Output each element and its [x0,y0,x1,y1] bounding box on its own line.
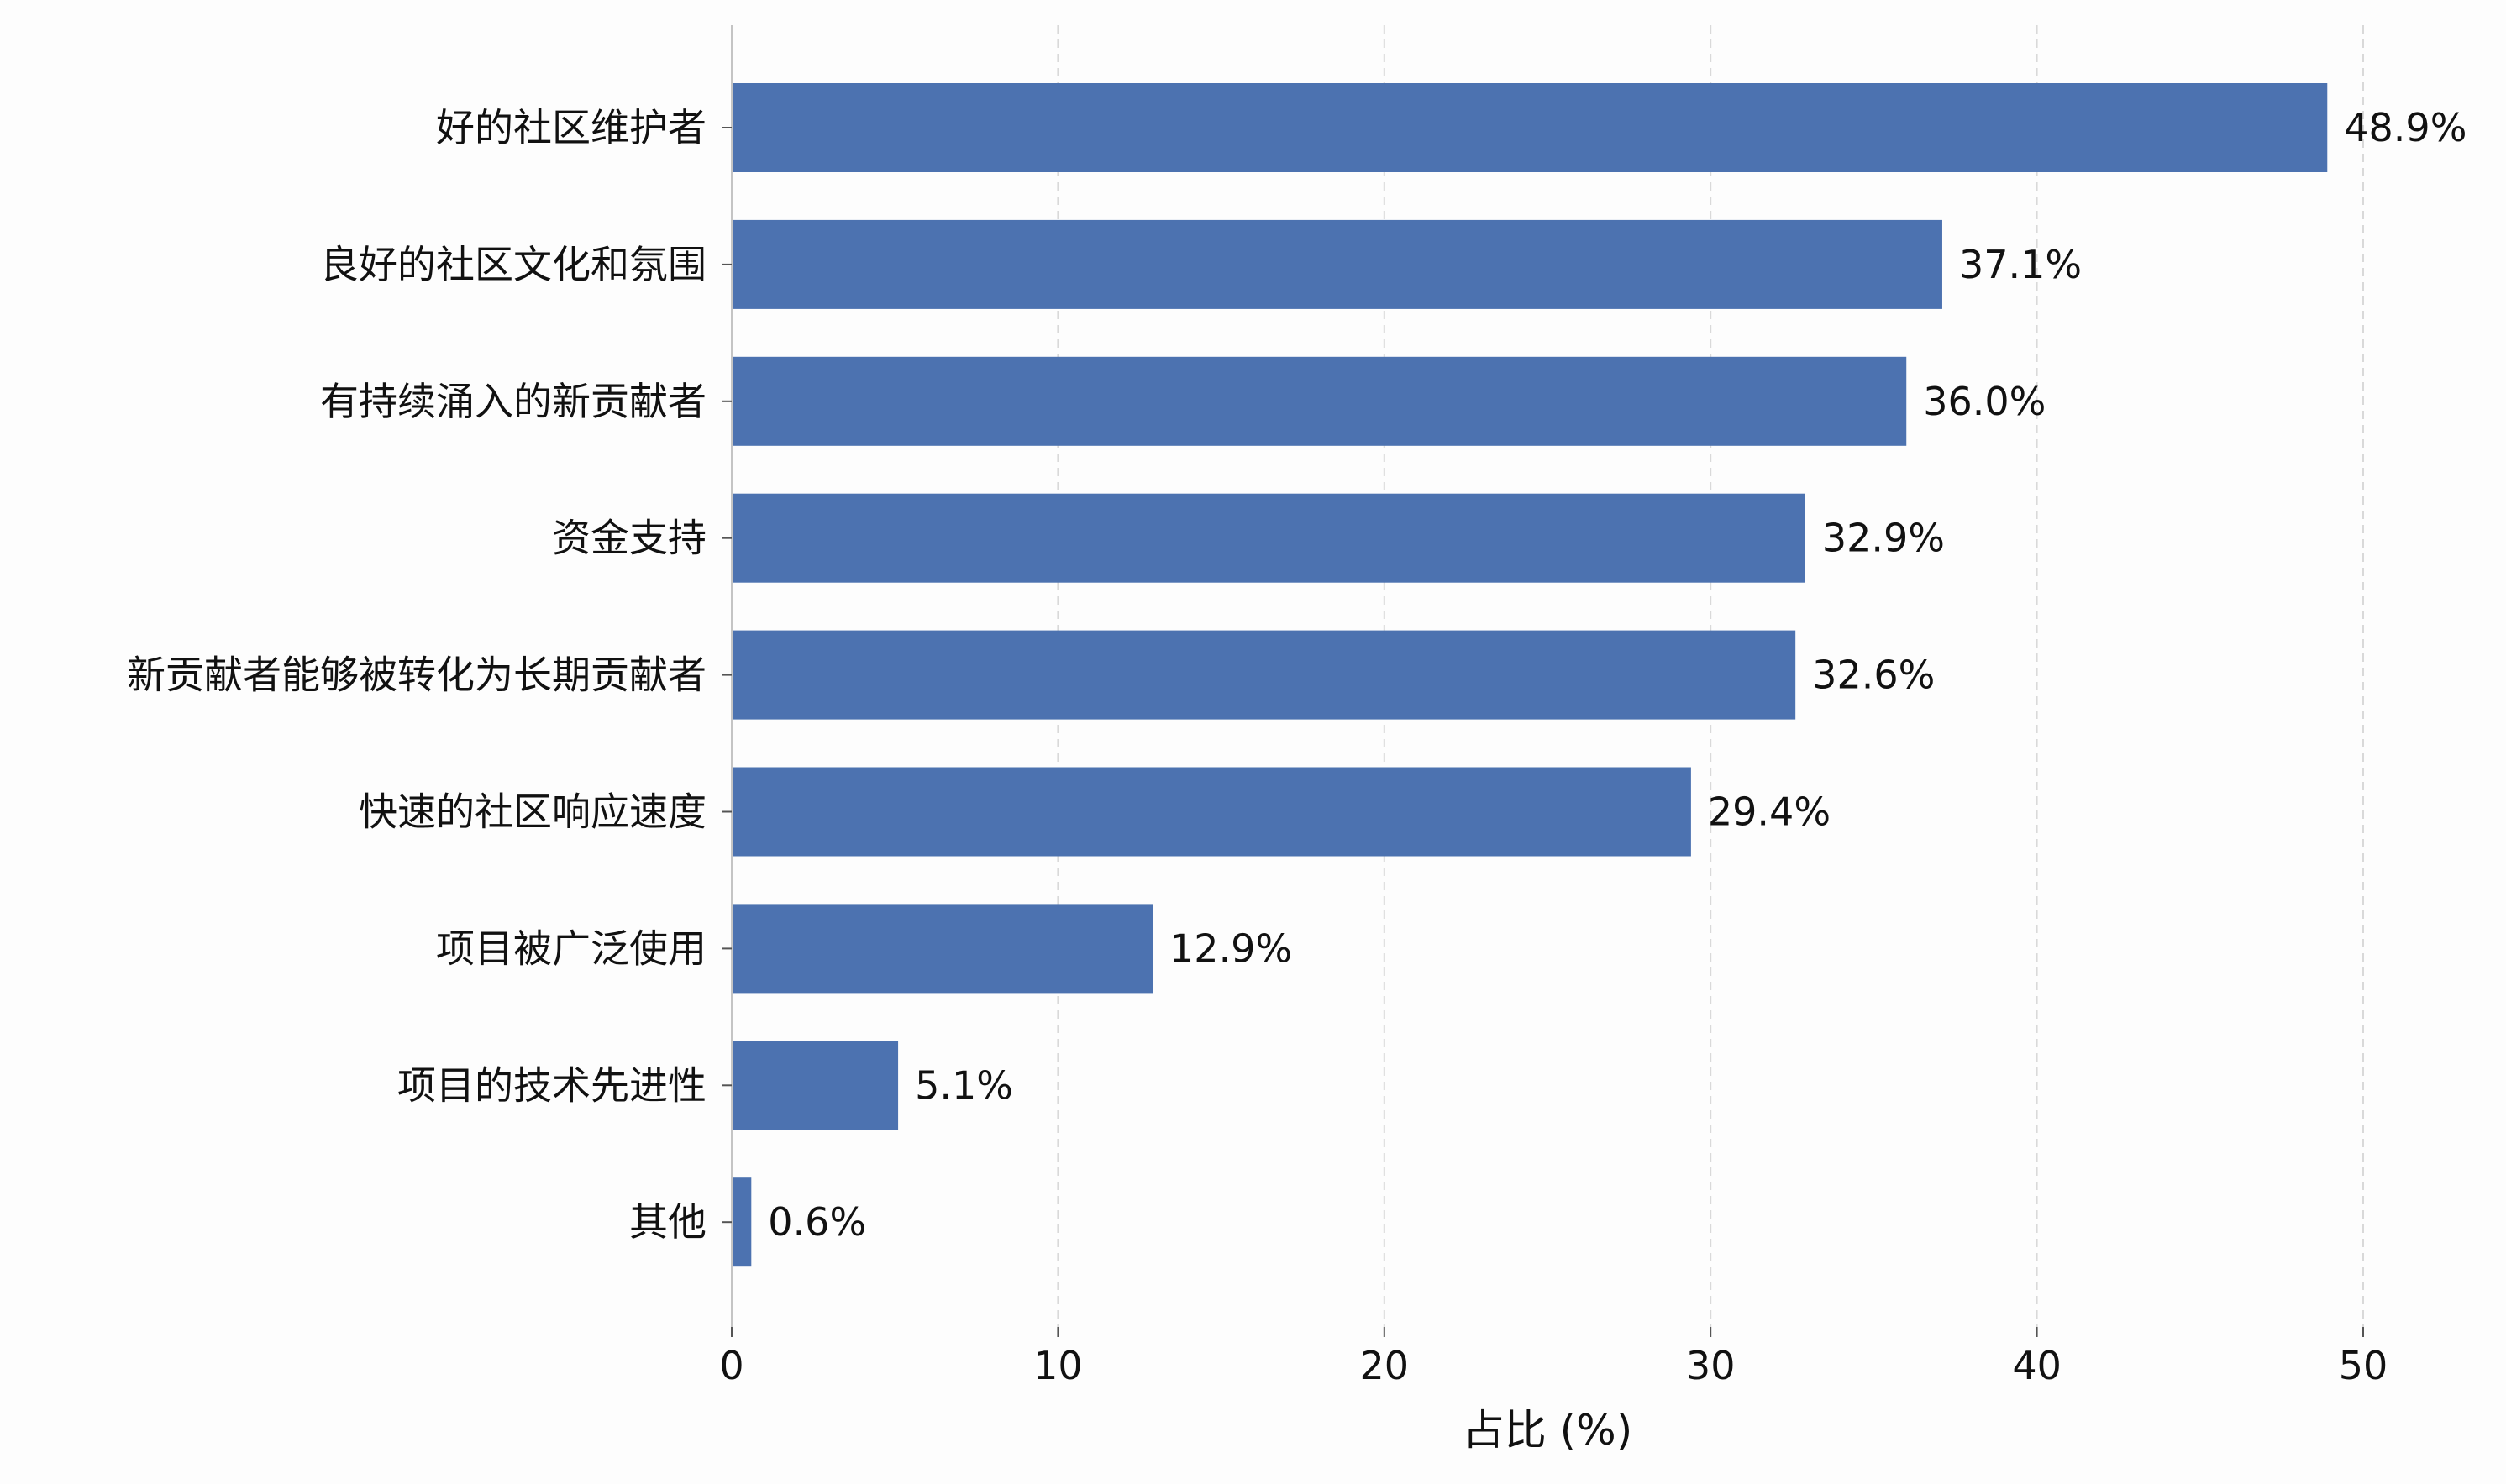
category-label: 好的社区维护者 [436,105,707,150]
category-label: 新贡献者能够被转化为长期贡献者 [127,653,707,698]
data-label: 48.9% [2344,105,2467,150]
labels: 0 10 20 30 40 50 好的社区维护者 48.9% 良好的社区文化和氛围 37.1% 有持… [127,105,2467,1388]
category-label: 快速的社区响应速度 [359,789,707,835]
data-label: 5.1% [915,1062,1013,1108]
x-tick-label: 40 [2012,1343,2062,1388]
bar [732,219,1942,309]
data-label: 0.6% [768,1199,866,1245]
category-label: 良好的社区文化和氛围 [320,242,707,287]
bar [732,1177,752,1267]
x-axis-title: 占比 (%) [1463,1406,1632,1455]
data-label: 37.1% [1959,242,2082,287]
bar [732,356,1907,446]
category-label: 项目被广泛使用 [436,926,707,971]
bar [732,493,1805,583]
x-tick-label: 20 [1360,1343,1410,1388]
bar [732,767,1691,857]
axes [731,25,733,1327]
bar [732,630,1796,720]
data-label: 36.0% [1923,379,2046,424]
data-label: 12.9% [1169,926,1292,971]
x-tick-label: 50 [2339,1343,2388,1388]
category-label: 有持续涌入的新贡献者 [320,379,707,424]
x-tick-label: 10 [1033,1343,1083,1388]
x-tick-label: 0 [719,1343,743,1388]
bars [732,83,2328,1267]
bar [732,904,1153,994]
category-label: 资金支持 [552,516,707,561]
data-label: 32.9% [1822,516,1945,561]
category-label: 项目的技术先进性 [397,1062,707,1108]
category-label: 其他 [629,1199,707,1245]
bar [732,83,2328,172]
data-label: 32.6% [1812,653,1935,698]
bar [732,1041,899,1130]
x-tick-label: 30 [1686,1343,1736,1388]
data-label: 29.4% [1708,789,1831,835]
